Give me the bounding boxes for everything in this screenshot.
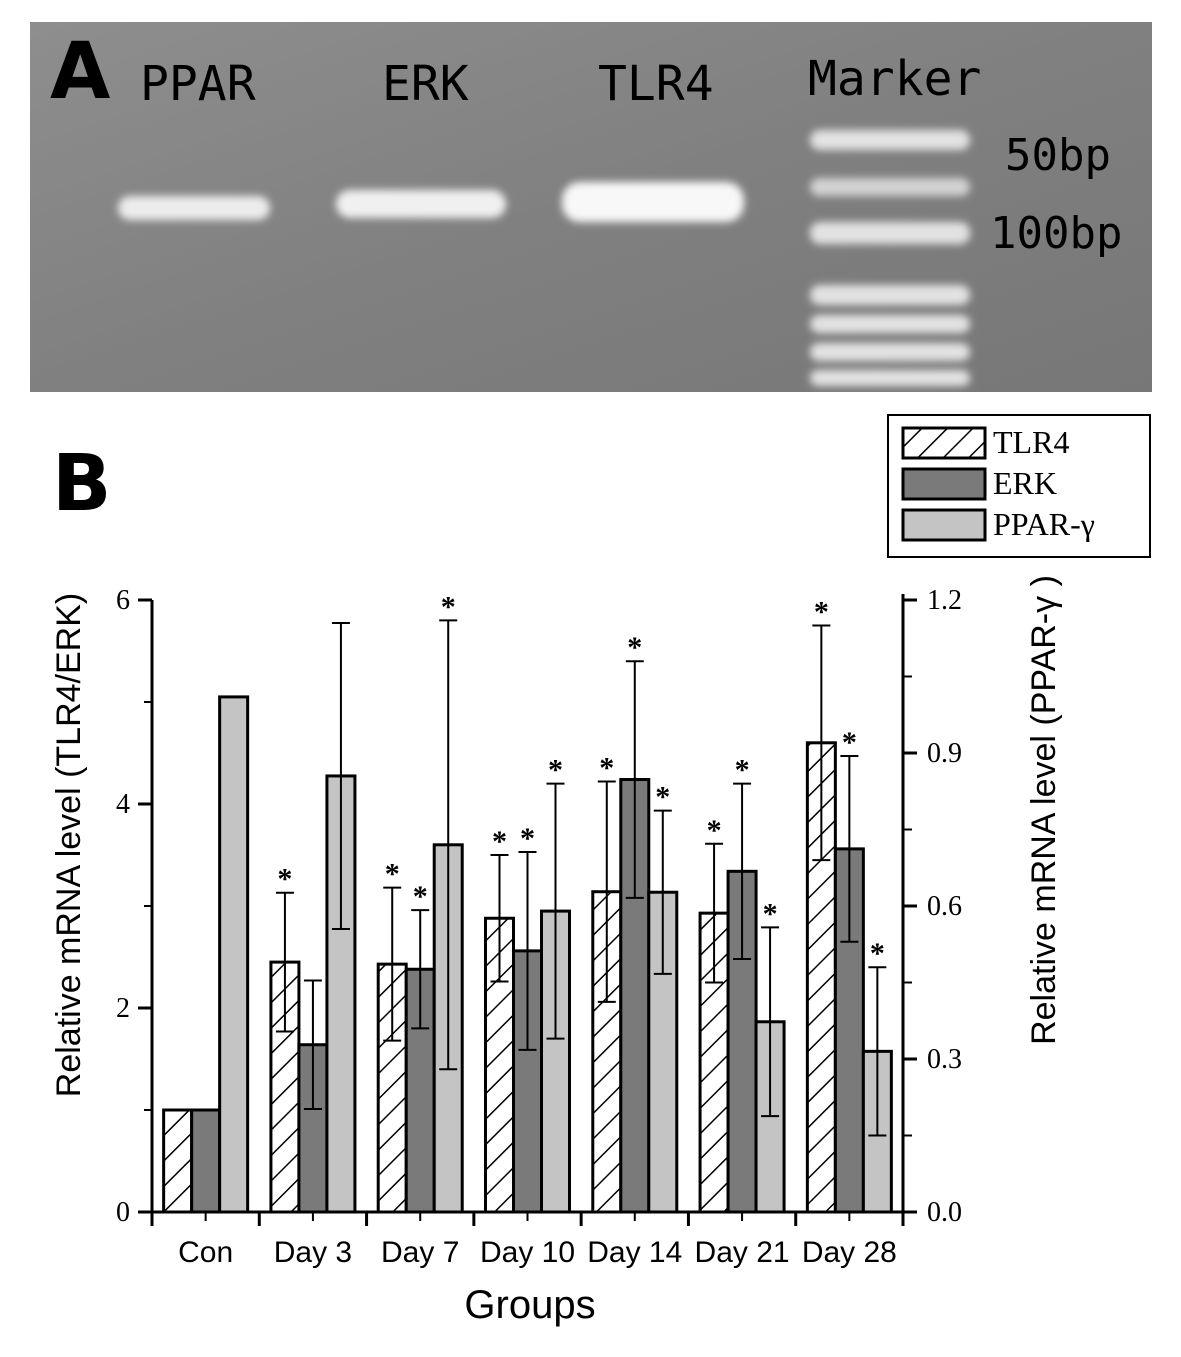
y-right-tick-label: 0.9	[927, 738, 962, 769]
legend-swatch-ppar	[901, 508, 987, 542]
significance-star: *	[814, 596, 829, 629]
legend-swatch-erk	[901, 467, 987, 501]
legend-label-ppar: PPAR-γ	[993, 506, 1095, 542]
y-left-tick-label: 0	[116, 1197, 130, 1228]
marker-label-100bp: 100bp	[990, 208, 1122, 259]
y-right-tick-label: 0.6	[927, 891, 962, 922]
gel-image-panel: A PPAR ERK TLR4 Marker 50bp 100bp	[30, 22, 1152, 392]
legend: TLR4 ERK PPAR-γ	[887, 414, 1151, 558]
significance-star: *	[413, 880, 428, 913]
y-axis-right-title: Relative mRNA level (PPAR-γ )	[1025, 575, 1063, 1045]
x-tick-label: Con	[178, 1236, 233, 1269]
significance-star: *	[870, 937, 885, 970]
band-erk	[336, 190, 506, 218]
significance-star: *	[763, 897, 778, 930]
lane-label-ppar: PPAR	[140, 56, 256, 112]
lane-label-marker: Marker	[808, 51, 981, 107]
y-left-tick-label: 6	[116, 585, 130, 616]
significance-star: *	[492, 825, 507, 858]
bar-ppar-con	[218, 695, 250, 1214]
x-tick-label: Day 7	[381, 1236, 459, 1269]
significance-star: *	[441, 590, 456, 623]
panel-a-letter: A	[50, 27, 110, 117]
bar-erk-con	[190, 1108, 222, 1214]
significance-star: *	[735, 754, 750, 787]
significance-star: *	[520, 822, 535, 855]
band-ppar	[118, 196, 270, 220]
y-left-tick-label: 2	[116, 993, 130, 1024]
x-tick-label: Day 3	[274, 1236, 352, 1269]
legend-label-tlr4: TLR4	[993, 424, 1069, 460]
bar-tlr4-con	[162, 1108, 194, 1214]
y-left-tick-label: 4	[116, 789, 130, 820]
x-axis-title: Groups	[464, 1283, 595, 1327]
significance-star: *	[842, 726, 857, 759]
marker-label-50bp: 50bp	[1005, 130, 1111, 181]
significance-star: *	[707, 814, 722, 847]
x-tick-label: Day 14	[587, 1236, 682, 1269]
significance-star: *	[599, 752, 614, 785]
x-tick-label: Day 10	[480, 1236, 575, 1269]
x-tick-label: Day 28	[802, 1236, 897, 1269]
legend-label-erk: ERK	[993, 465, 1057, 501]
significance-star: *	[277, 863, 292, 896]
significance-star: *	[548, 754, 563, 787]
y-right-tick-label: 0.3	[927, 1044, 962, 1075]
y-right-tick-label: 1.2	[927, 585, 962, 616]
legend-swatch-tlr4	[901, 426, 987, 460]
y-axis-left-title: Relative mRNA level (TLR4/ERK)	[50, 593, 88, 1097]
marker-ladder	[810, 130, 970, 386]
band-tlr4	[562, 182, 744, 222]
significance-star: *	[385, 858, 400, 891]
lane-label-tlr4: TLR4	[598, 56, 714, 112]
y-right-tick-label: 0.0	[927, 1197, 962, 1228]
lane-label-erk: ERK	[382, 56, 469, 112]
bar-chart-panel: B TLR4 ERK PPAR-γ 0 2 4 6 0.0 0.3 0.6 0.9 1.2 Con Da…	[50, 414, 1151, 1327]
panel-b-letter: B	[52, 439, 111, 529]
significance-star: *	[655, 781, 670, 814]
x-tick-label: Day 21	[695, 1236, 790, 1269]
significance-star: *	[627, 631, 642, 664]
